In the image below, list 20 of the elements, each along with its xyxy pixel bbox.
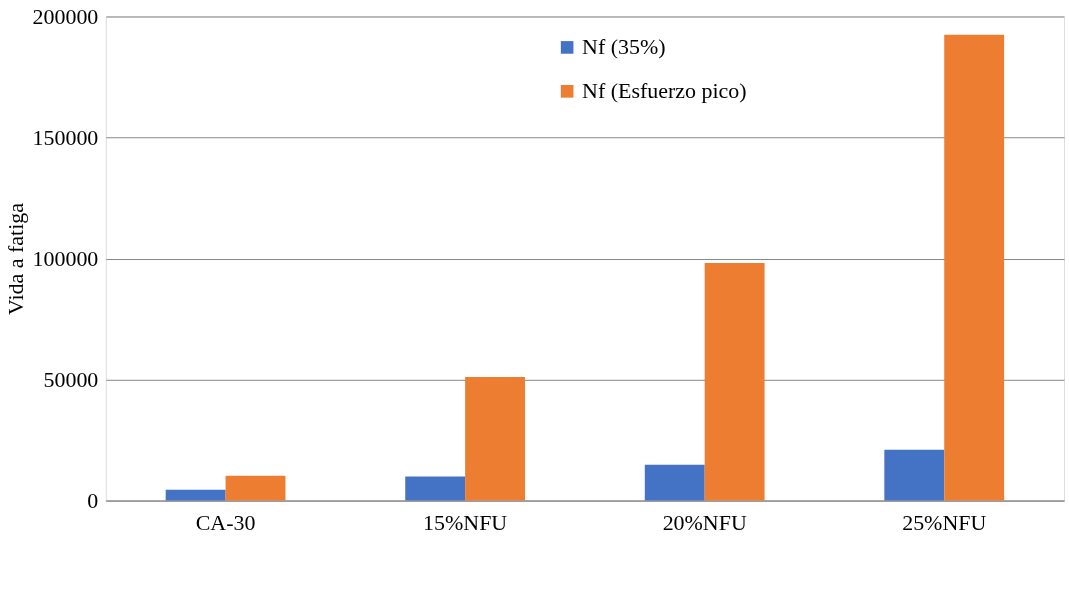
- bar: [405, 476, 466, 501]
- legend-label: Nf (35%): [582, 34, 666, 60]
- x-tick-label: 25%NFU: [902, 510, 987, 536]
- y-tick-label: 0: [87, 488, 99, 514]
- bar: [944, 34, 1005, 501]
- y-axis-title: Vida a fatiga: [3, 202, 29, 315]
- y-tick-label: 150000: [32, 124, 99, 150]
- bar: [704, 263, 765, 501]
- legend-label: Nf (Esfuerzo pico): [582, 78, 747, 104]
- x-tick-label: 15%NFU: [423, 510, 508, 536]
- y-tick-label: 100000: [32, 246, 99, 272]
- bar: [465, 376, 526, 501]
- y-tick-label: 200000: [32, 3, 99, 29]
- x-tick-label: CA-30: [195, 510, 256, 536]
- y-tick-label: 50000: [43, 367, 99, 393]
- bar: [884, 449, 945, 501]
- bar: [165, 489, 226, 501]
- x-tick-label: 20%NFU: [662, 510, 747, 536]
- bar: [644, 464, 705, 501]
- bar: [225, 475, 286, 501]
